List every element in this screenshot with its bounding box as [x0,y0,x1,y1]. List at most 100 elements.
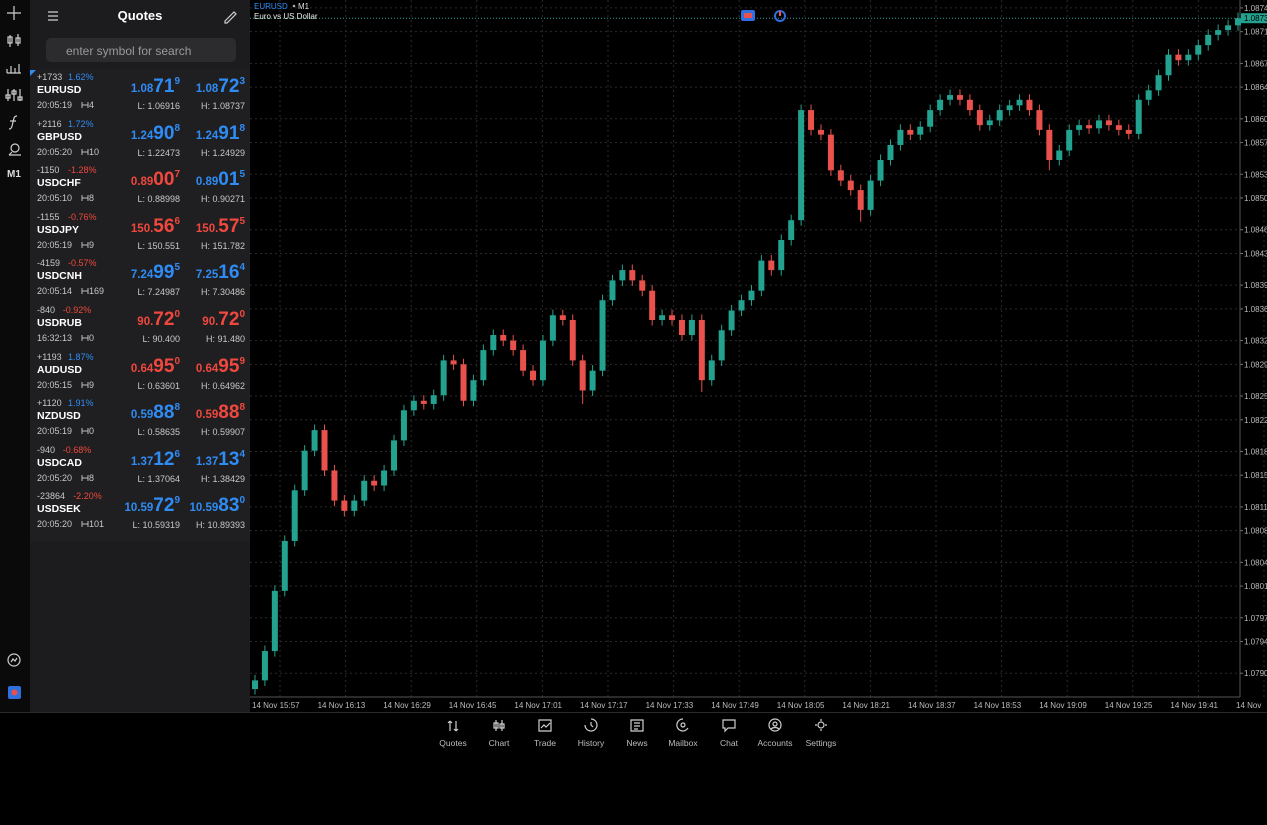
high: H: 0.90271 [200,194,245,205]
nav-item[interactable]: News [614,717,660,748]
candle-body [1016,99,1023,106]
quote-row[interactable]: +2116 1.72% GBPUSD 20:05:20 10 1.24908 1.24918… [30,117,250,164]
candle-body [271,590,278,652]
spread-icon [81,335,89,341]
candle-body [1215,30,1222,35]
low: L: 150.551 [137,240,180,251]
nav-item[interactable]: Mailbox [660,717,706,748]
time: 20:05:15 [37,379,73,390]
high: H: 151.782 [200,240,245,251]
timeframe[interactable]: M1 [7,169,21,180]
price-big: 72 [218,309,240,330]
spread: 4 [89,100,95,110]
change-pct: 1.87% [68,351,94,362]
quote-row[interactable]: -1150 -1.28% USDCHF 20:05:10 8 0.89007 0.89015… [30,163,250,210]
marker [30,70,36,76]
candle-body [510,340,517,351]
nav-item[interactable]: Chat [706,717,752,748]
candle-body [669,315,676,320]
spread: 8 [89,193,95,204]
y-tick-label: 1.0801 [1244,582,1267,591]
search-box[interactable]: enter symbol for search [46,38,236,62]
bid-price: 1.37126 [131,449,180,471]
spread-icon [81,195,89,202]
y-tick-label: 1.0864 [1244,83,1267,92]
candle-body [659,315,666,320]
time: 20:05:10 [37,193,73,204]
nav-item[interactable]: Accounts [752,717,798,748]
spread-icon [81,288,89,295]
candle-body [549,315,556,341]
price-sup: 6 [174,215,180,227]
quote-row[interactable]: +1733 1.62% EURUSD 20:05:19 4 1.08719 1.08723 L… [30,70,250,117]
price-big: 16 [218,262,240,284]
high: H: 1.38429 [200,473,245,484]
quote-row[interactable]: +1120 1.91% NZDUSD 20:05:19 0 0.59888 0.59888 L… [30,396,250,443]
price-sup: 5 [239,169,245,181]
candle-body [748,290,755,301]
low: L: 7.24987 [137,287,180,298]
ask-price: 150.575 [196,216,245,238]
nav-icon [447,720,459,732]
price-big: 72 [218,76,240,97]
candle-body [400,410,407,441]
nav-item[interactable]: Trade [522,717,568,748]
spread-glyph [81,381,89,388]
candle-body [917,126,924,135]
candle-body [1165,54,1172,76]
candle-body [619,270,626,281]
nav-icon [584,718,598,732]
chart-symbol: EURUSD [254,2,288,11]
candle-body [1175,54,1182,61]
price-big: 56 [153,215,175,237]
y-tick-label: 1.0811 [1244,503,1267,512]
quote-row[interactable]: -1155 -0.76% USDJPY 20:05:19 9 150.566 150.575… [30,210,250,257]
quote-row[interactable]: -840 -0.92% USDRUB 16:32:13 0 90.720 90.720 L: … [30,303,250,350]
change: -940 [37,444,56,455]
spread: 169 [89,286,105,297]
nav-item[interactable]: Settings [798,717,844,748]
change-pct: 1.91% [68,398,94,409]
candle-body [788,220,795,240]
nav-label: Trade [534,738,556,748]
quote-row[interactable]: -4159 -0.57% USDCNH 20:05:14 169 7.24995 7.251… [30,256,250,303]
low: L: 10.59319 [132,520,180,531]
time: 20:05:20 [37,146,73,157]
candle-body [281,540,288,591]
candle-body [976,110,983,126]
quote-row[interactable]: -940 -0.68% USDCAD 20:05:20 8 1.37126 1.37134 L… [30,443,250,490]
nav-glyph [447,720,459,732]
symbol: EURUSD [37,84,82,96]
nav-item[interactable]: Chart [476,717,522,748]
price-big: 57 [218,215,240,237]
candle-body [1115,125,1122,130]
y-tick-label: 1.0860 [1244,115,1267,124]
low: L: 1.22473 [137,147,180,158]
quote-row[interactable]: +1193 1.87% AUDUSD 20:05:15 9 0.64950 0.64959 L… [30,350,250,397]
spread-icon [81,148,89,155]
nav-item[interactable]: History [568,717,614,748]
candle-body [1105,120,1112,126]
search-placeholder: enter symbol for search [66,44,192,58]
nav-item[interactable]: Quotes [430,717,476,748]
nav-label: Mailbox [668,738,698,748]
change-pct: -0.76% [68,211,97,222]
candle-body [1066,129,1073,151]
bid-price: 0.89007 [131,169,180,191]
candle-body [996,110,1003,121]
price-prefix: 0.59 [195,409,219,422]
chart-tools[interactable] [740,9,790,23]
price-prefix: 150. [130,222,154,235]
price-sup: 9 [174,76,180,87]
price-big: 01 [218,169,240,191]
candle-body [1205,34,1212,46]
quote-row[interactable]: -23864 -2.20% USDSEK 20:05:20 101 10.59729 10.… [30,489,250,536]
price-big: 13 [218,448,240,470]
app: M1 Quotes enter symbol for search +1733 1… [0,0,1267,750]
low: L: 1.37064 [137,473,180,484]
price-sup: 3 [239,76,245,87]
y-tick-label: 1.0804 [1244,558,1267,567]
candle-body [569,319,576,361]
candle-body [1195,45,1202,55]
candle-body [629,270,636,281]
